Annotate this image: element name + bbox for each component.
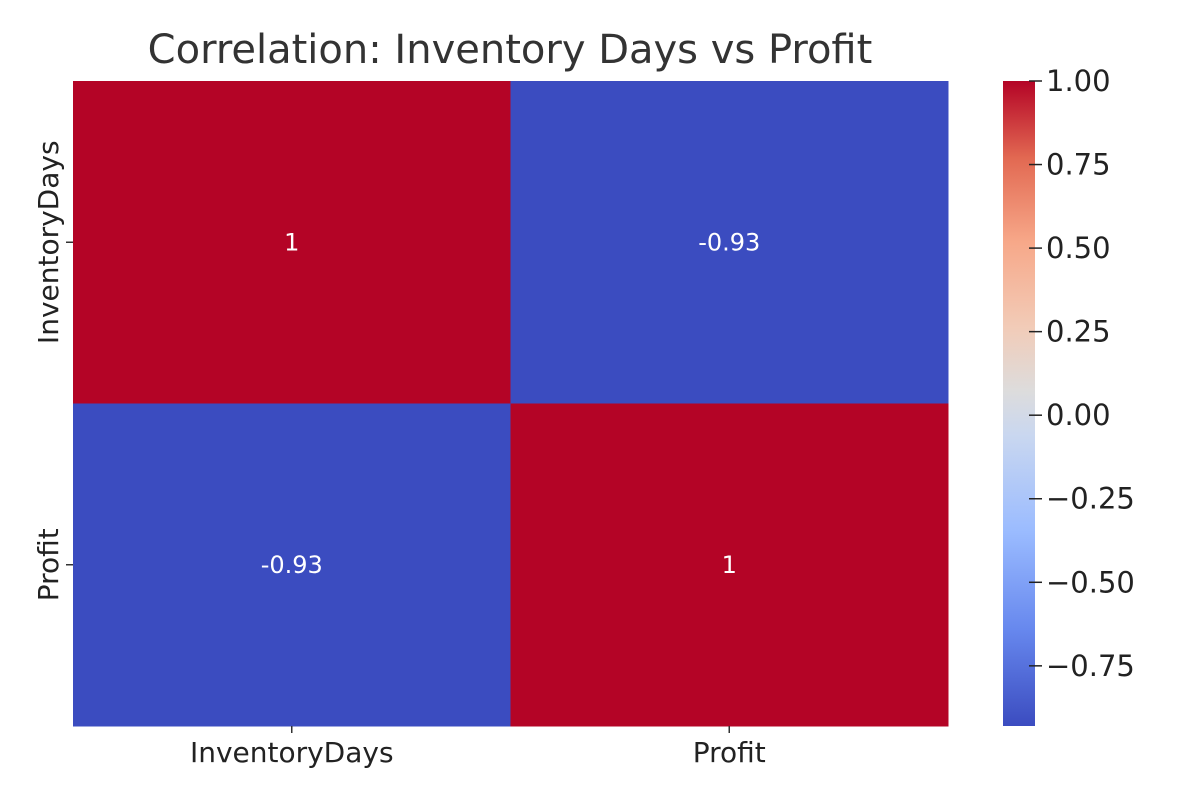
colorbar-ticks: 1.00 0.75 0.50 0.25 0.00 −0.25 −0.50 −0.75 xyxy=(1029,64,1135,683)
heatmap-cell xyxy=(510,81,949,404)
colorbar-tick-label: −0.75 xyxy=(1046,649,1135,683)
heatmap-cells: 1 -0.93 -0.93 1 xyxy=(73,81,949,727)
heatmap-cell xyxy=(73,81,511,404)
row-labels: InventoryDays Profit xyxy=(32,140,73,601)
colorbar-tick-label: 1.00 xyxy=(1046,64,1111,98)
y-tick-label: InventoryDays xyxy=(32,140,65,344)
colorbar-tick-label: 0.50 xyxy=(1046,231,1111,265)
y-tick-label: Profit xyxy=(32,528,65,601)
heatmap-cell xyxy=(510,403,949,727)
heatmap-cell xyxy=(73,403,511,727)
x-tick-label: Profit xyxy=(693,736,766,769)
cell-value-label: 1 xyxy=(284,228,299,256)
cell-value-label: 1 xyxy=(722,551,737,579)
colorbar-tick-label: 0.00 xyxy=(1046,398,1111,432)
colorbar xyxy=(1003,81,1035,726)
cell-value-label: -0.93 xyxy=(261,551,323,579)
x-tick-label: InventoryDays xyxy=(190,736,394,769)
chart-title: Correlation: Inventory Days vs Profit xyxy=(148,27,873,73)
colorbar-tick-label: −0.50 xyxy=(1046,565,1135,599)
colorbar-tick-label: 0.75 xyxy=(1046,148,1111,182)
cell-value-label: -0.93 xyxy=(698,228,760,256)
colorbar-tick-label: 0.25 xyxy=(1046,315,1111,349)
column-labels: InventoryDays Profit xyxy=(190,726,766,769)
colorbar-tick-label: −0.25 xyxy=(1046,482,1135,516)
